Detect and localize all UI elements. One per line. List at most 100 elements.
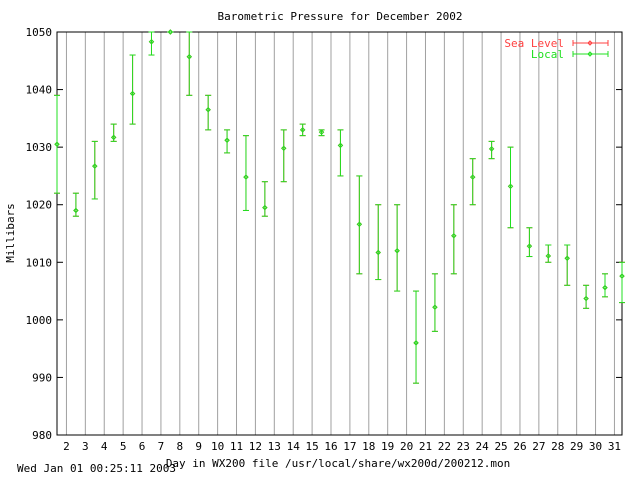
data-point	[619, 261, 625, 304]
point-marker	[394, 248, 400, 254]
data-point	[224, 129, 231, 154]
data-point	[318, 129, 325, 137]
x-tick-label: 9	[195, 440, 202, 453]
x-tick-label: 7	[158, 440, 165, 453]
x-tick-label: 2	[63, 440, 70, 453]
data-point	[583, 284, 590, 309]
data-point	[110, 123, 117, 142]
point-marker	[432, 304, 438, 310]
x-tick-label: 5	[120, 440, 127, 453]
y-tick-label: 1050	[26, 26, 53, 39]
point-marker	[54, 141, 60, 147]
data-point	[280, 129, 287, 183]
data-point	[337, 129, 344, 177]
legend-label: Local	[531, 48, 564, 61]
point-marker	[451, 233, 457, 239]
x-tick-label: 18	[362, 440, 375, 453]
y-tick-label: 980	[32, 429, 52, 442]
point-marker	[583, 295, 589, 302]
data-point	[394, 204, 401, 292]
y-axis-label: Millibars	[4, 203, 17, 263]
x-tick-label: 23	[457, 440, 470, 453]
x-tick-label: 22	[438, 440, 451, 453]
data-point	[450, 204, 457, 275]
data-point	[205, 94, 212, 131]
data-point	[413, 290, 420, 384]
x-tick-label: 4	[101, 440, 108, 453]
data-series	[54, 29, 625, 384]
x-tick-label: 26	[513, 440, 526, 453]
point-marker	[526, 243, 533, 249]
x-tick-label: 15	[305, 440, 318, 453]
point-marker	[507, 183, 514, 189]
x-tick-label: 13	[268, 440, 281, 453]
point-marker	[602, 284, 608, 291]
data-point	[186, 31, 193, 96]
data-point	[261, 181, 268, 217]
point-marker	[545, 253, 552, 259]
x-tick-label: 28	[551, 440, 564, 453]
generation-timestamp: Wed Jan 01 00:25:11 2003	[17, 462, 176, 475]
point-marker	[488, 146, 495, 152]
data-point	[72, 192, 79, 217]
point-marker	[73, 207, 79, 214]
legend-label: Sea Level	[504, 37, 564, 50]
x-tick-label: 17	[343, 440, 356, 453]
axes: 2 3 4 5 6 7 8 9 10 11 12 13 14 15 16 17 18 19 20 21 22 23 24 25…	[26, 26, 623, 453]
data-point	[601, 273, 608, 298]
y-tick-label: 1000	[26, 314, 53, 327]
x-tick-label: 19	[381, 440, 394, 453]
x-tick-label: 24	[476, 440, 490, 453]
x-tick-label: 21	[419, 440, 432, 453]
chart-title: Barometric Pressure for December 2002	[217, 10, 462, 23]
point-marker	[129, 90, 136, 97]
x-tick-label: 27	[532, 440, 545, 453]
data-point	[356, 175, 363, 275]
point-marker	[318, 129, 325, 135]
x-tick-label: 30	[589, 440, 602, 453]
x-tick-label: 11	[230, 440, 243, 453]
point-marker	[92, 163, 98, 169]
data-point	[545, 244, 552, 263]
point-marker	[281, 145, 287, 152]
y-tick-label: 1020	[26, 199, 53, 212]
x-tick-label: 8	[177, 440, 184, 453]
grid	[65, 32, 615, 435]
data-point	[469, 158, 476, 206]
data-point	[148, 31, 155, 56]
data-point	[526, 227, 533, 258]
point-marker	[205, 107, 211, 113]
y-tick-label: 1030	[26, 141, 53, 154]
x-tick-label: 14	[287, 440, 301, 453]
x-tick-label: 31	[608, 440, 621, 453]
point-marker	[243, 174, 249, 180]
y-tick-label: 1040	[26, 84, 53, 97]
x-tick-label: 25	[494, 440, 507, 453]
point-marker	[470, 174, 476, 180]
data-point	[375, 204, 382, 281]
point-marker	[262, 204, 268, 211]
point-marker	[167, 29, 174, 35]
point-marker	[375, 249, 381, 256]
data-point	[167, 29, 174, 35]
point-marker	[148, 39, 155, 45]
data-point	[507, 146, 514, 229]
point-marker	[619, 273, 625, 279]
data-point	[299, 123, 306, 137]
x-tick-label: 20	[400, 440, 413, 453]
legend-marker	[587, 40, 593, 46]
data-point	[242, 135, 249, 211]
x-tick-label: 10	[211, 440, 224, 453]
plot-frame	[56, 31, 623, 436]
x-tick-label: 16	[324, 440, 337, 453]
y-tick-label: 990	[32, 371, 52, 384]
point-marker	[564, 255, 570, 261]
data-point	[54, 94, 60, 194]
x-tick-label: 12	[249, 440, 262, 453]
data-point	[564, 244, 571, 286]
x-tick-label: 29	[570, 440, 583, 453]
x-axis-label: Day in WX200 file /usr/local/share/wx200…	[166, 457, 510, 470]
data-point	[91, 140, 98, 200]
